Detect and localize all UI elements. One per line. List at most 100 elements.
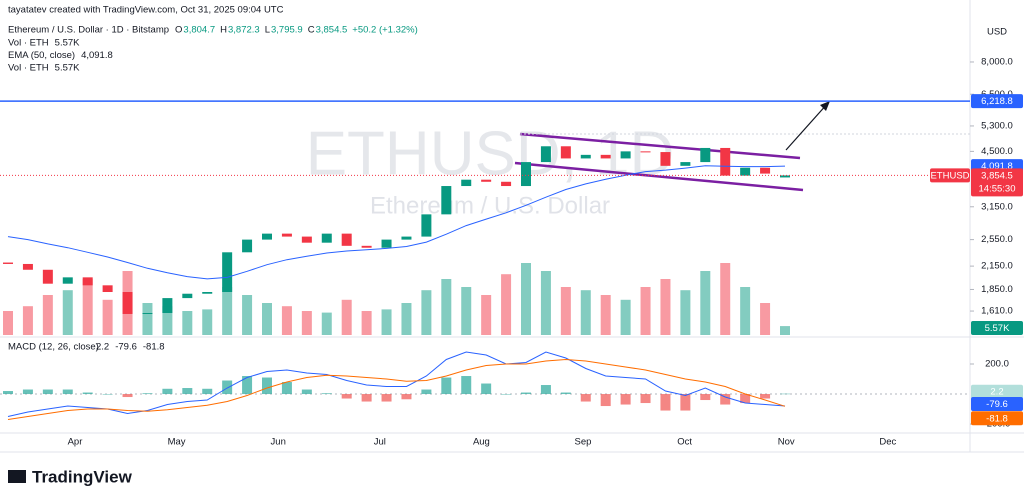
candle-body (620, 151, 631, 159)
macd-legend-value: -81.8 (143, 342, 165, 353)
macd-tag-group: -79.6 (971, 396, 1023, 411)
histogram-bar (82, 392, 93, 395)
volume-bar (262, 303, 272, 335)
volume-bar (780, 326, 790, 335)
y-tick-label: 2,550.0 (981, 234, 1013, 245)
volume-tag-group: 5.57K (971, 321, 1023, 335)
histogram-bar (600, 394, 611, 407)
volume-bar (760, 303, 771, 335)
candle-body (501, 181, 512, 187)
volume-bar (421, 290, 432, 335)
candle-body (660, 152, 671, 166)
volume-bar (640, 287, 651, 335)
macd-legend-value: 2.2 (96, 342, 109, 353)
candle-body (720, 147, 731, 176)
histogram-bar (142, 393, 153, 395)
volume-bar (182, 311, 193, 335)
y-tick-label: 2,150.0 (981, 261, 1013, 272)
watermark-description: Ethereum / U.S. Dollar (370, 192, 610, 219)
histogram-bar (481, 383, 492, 395)
histogram-bar (162, 388, 173, 395)
volume-bar (461, 287, 472, 335)
countdown: 14:55:30 (979, 183, 1016, 194)
ema-line (7, 165, 786, 280)
histogram-bar (780, 393, 790, 395)
macd-tag: -79.6 (986, 399, 1008, 410)
volume-bar (720, 263, 731, 335)
signal-tag: -81.8 (986, 413, 1008, 424)
logo-icon (8, 470, 26, 483)
volume-bar (361, 311, 372, 335)
volume-bar (321, 312, 332, 335)
volume-bar (740, 287, 751, 335)
volume-bar (42, 295, 53, 335)
volume-bar (501, 274, 512, 335)
histogram-bar (660, 394, 671, 411)
candle-body (740, 167, 751, 176)
volume-bar (481, 295, 492, 335)
candle-body (361, 245, 372, 248)
candle-body (62, 277, 73, 284)
candle-body (102, 285, 113, 293)
arrow-head (820, 101, 830, 111)
attribution: tayatatev created with TradingView.com, … (8, 5, 284, 16)
histogram-bar (182, 388, 193, 395)
volume-bar (162, 306, 173, 335)
histogram-bar (501, 394, 512, 395)
x-tick-label: Apr (68, 437, 83, 448)
histogram-bar (461, 376, 472, 395)
x-tick-label: Nov (778, 437, 795, 448)
histogram-bar (401, 394, 412, 400)
volume-tag-bg (971, 321, 1023, 335)
symbol-tag-bg (930, 168, 970, 183)
candle-body (461, 179, 472, 187)
histogram-bar (102, 394, 113, 395)
ohlc-value: 3,872.3 (228, 25, 260, 36)
histogram-bar (62, 389, 73, 395)
histogram-bar (301, 389, 312, 395)
histogram-bar (222, 380, 233, 395)
histogram-bar (740, 394, 751, 404)
y-tick-label: 5,300.0 (981, 120, 1013, 131)
candle-body (182, 293, 193, 299)
y-tick-label: 3,150.0 (981, 201, 1013, 212)
x-tick-label: Sep (575, 437, 592, 448)
volume-bar (341, 299, 352, 335)
watermark-symbol: ETHUSD, 1D (306, 119, 675, 188)
candle-body (281, 233, 292, 237)
candle-body (262, 233, 272, 240)
histogram-bar (42, 389, 53, 395)
volume-bar (102, 299, 113, 335)
indicator-name: Vol · ETH (8, 63, 49, 74)
candle-body (580, 154, 591, 159)
candle-body (222, 252, 233, 293)
volume-bar (301, 311, 312, 335)
histogram-bar (202, 388, 213, 395)
volume-tag: 5.57K (985, 323, 1010, 334)
ohlc-label: L (265, 25, 270, 36)
candle-body (780, 175, 790, 178)
volume-bar (521, 263, 531, 335)
price-tag-group: ETHUSD 3,854.5 14:55:30 (930, 168, 1023, 197)
volume-bar (660, 279, 671, 335)
candle-body (42, 269, 53, 284)
ohlc-label: O (175, 25, 182, 36)
volume-bar (700, 271, 711, 335)
candle-body (441, 186, 452, 215)
candle-body (242, 239, 253, 253)
volume-bar (441, 279, 452, 335)
histogram-bar (620, 394, 631, 405)
volume-bar (600, 295, 611, 335)
histogram-bar (700, 394, 711, 401)
volume-bar (222, 287, 233, 335)
histogram-bar (680, 394, 691, 411)
candle-body (162, 298, 173, 313)
histogram-tag-group: 2.2 (971, 384, 1023, 399)
macd-legend-value: -79.6 (115, 342, 137, 353)
volume-bar (381, 309, 392, 335)
x-tick-label: Dec (879, 437, 896, 448)
histogram-bar (321, 393, 332, 395)
volume-bar (142, 303, 153, 335)
symbol-description: Ethereum / U.S. Dollar · 1D · Bitstamp (8, 25, 169, 36)
ema-tag: 4,091.8 (981, 161, 1013, 172)
